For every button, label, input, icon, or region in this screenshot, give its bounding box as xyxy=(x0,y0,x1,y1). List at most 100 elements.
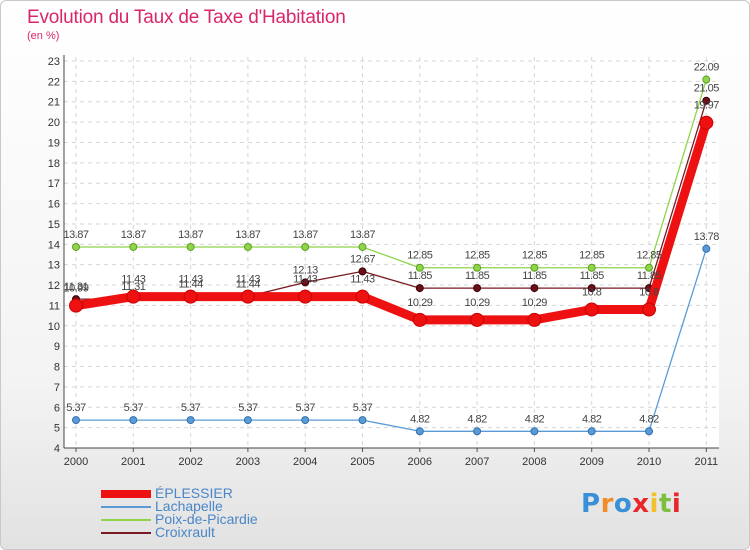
y-tick-label: 22 xyxy=(48,76,60,88)
data-label-lachapelle: 4.82 xyxy=(525,413,545,425)
legend-label-croixrault: Croixrault xyxy=(155,524,215,540)
series-line-poix-de-picardie xyxy=(75,78,707,269)
data-point-poix-de-picardie xyxy=(186,242,195,251)
plot-area xyxy=(64,57,719,448)
data-point-lachapelle xyxy=(301,416,310,425)
data-label-croixrault: 11.31 xyxy=(64,281,89,293)
x-tick-label: 2004 xyxy=(293,456,317,468)
legend-swatch-poix-de-picardie xyxy=(101,519,151,521)
legend: ÉPLESSIER Lachapelle Poix-de-Picardie Cr… xyxy=(101,485,341,540)
data-label-croixrault: 12.67 xyxy=(350,253,375,265)
y-tick-label: 16 xyxy=(48,199,60,211)
data-point-poix-de-picardie xyxy=(358,242,367,251)
data-point-croixrault xyxy=(530,284,539,293)
data-point-lachapelle xyxy=(587,427,596,436)
logo-letter: t xyxy=(658,489,672,519)
data-label-poix-de-picardie: 13.87 xyxy=(350,229,375,241)
data-point-lachapelle xyxy=(473,427,482,436)
data-point-poix-de-picardie xyxy=(645,263,653,272)
data-point-plessier xyxy=(699,115,714,130)
y-tick-label: 19 xyxy=(48,137,60,149)
data-point-croixrault xyxy=(415,284,424,293)
data-point-poix-de-picardie xyxy=(530,263,539,272)
data-label-poix-de-picardie: 13.87 xyxy=(63,229,88,241)
data-label-plessier: 10.8 xyxy=(639,286,659,298)
data-label-poix-de-picardie: 12.85 xyxy=(636,250,661,262)
logo-letter: x xyxy=(632,489,650,519)
data-point-poix-de-picardie xyxy=(301,242,310,251)
x-tick-label: 2010 xyxy=(637,456,661,468)
data-point-plessier xyxy=(642,302,656,317)
y-tick-label: 8 xyxy=(54,362,60,374)
x-tick-label: 2007 xyxy=(465,456,489,468)
data-point-lachapelle xyxy=(129,416,138,425)
data-label-poix-de-picardie: 22.09 xyxy=(694,62,719,74)
data-point-plessier xyxy=(126,289,141,304)
x-tick-label: 2001 xyxy=(121,456,145,468)
legend-item-lachapelle: Lachapelle xyxy=(101,498,341,514)
data-point-lachapelle xyxy=(358,416,367,425)
data-label-croixrault: 11.31 xyxy=(121,281,146,293)
data-label-croixrault: 11.44 xyxy=(178,278,203,290)
y-tick-label: 17 xyxy=(48,178,60,190)
data-label-plessier: 10.29 xyxy=(522,297,547,309)
logo-letter: i xyxy=(649,489,659,519)
y-tick-label: 21 xyxy=(48,97,60,109)
data-point-poix-de-picardie xyxy=(587,263,596,272)
data-point-poix-de-picardie xyxy=(702,75,711,84)
data-label-poix-de-picardie: 13.87 xyxy=(235,229,260,241)
x-tick-label: 2009 xyxy=(579,456,603,468)
data-label-lachapelle: 5.37 xyxy=(353,402,373,414)
data-label-plessier: 10.99 xyxy=(63,283,88,295)
y-tick-label: 13 xyxy=(48,260,60,272)
data-label-lachapelle: 5.37 xyxy=(181,402,201,414)
data-point-plessier xyxy=(470,312,485,327)
data-label-poix-de-picardie: 13.87 xyxy=(178,229,203,241)
x-tick-label: 2005 xyxy=(350,456,374,468)
data-label-plessier: 11.43 xyxy=(121,274,146,286)
data-label-croixrault: 12.13 xyxy=(293,264,318,276)
legend-swatch-lachapelle xyxy=(101,506,151,508)
data-point-poix-de-picardie xyxy=(473,263,482,272)
data-label-poix-de-picardie: 12.85 xyxy=(465,250,490,262)
data-point-croixrault xyxy=(358,267,367,276)
data-point-lachapelle xyxy=(72,416,80,425)
x-tick-label: 2002 xyxy=(178,456,202,468)
y-tick-label: 6 xyxy=(54,402,60,414)
x-tick-label: 2003 xyxy=(236,456,260,468)
data-point-plessier xyxy=(355,289,370,304)
data-label-lachapelle: 5.37 xyxy=(66,402,86,414)
data-label-croixrault: 11.85 xyxy=(637,270,662,282)
legend-label-eplessier: ÉPLESSIER xyxy=(155,485,233,501)
data-point-plessier xyxy=(298,289,313,304)
legend-swatch-croixrault xyxy=(101,532,151,534)
data-point-plessier xyxy=(240,289,255,304)
data-label-lachapelle: 5.37 xyxy=(238,402,258,414)
data-label-plessier: 11.43 xyxy=(236,274,261,286)
y-tick-label: 15 xyxy=(48,219,60,231)
proxiti-logo: Proxiti xyxy=(581,489,681,519)
legend-item-eplessier: ÉPLESSIER xyxy=(101,485,341,501)
y-tick-label: 11 xyxy=(49,300,60,312)
logo-letter: i xyxy=(671,489,682,519)
data-label-lachapelle: 13.78 xyxy=(694,231,719,243)
data-label-lachapelle: 5.37 xyxy=(124,402,144,414)
data-label-croixrault: 11.44 xyxy=(236,278,261,290)
y-tick-label: 23 xyxy=(48,56,60,68)
data-label-lachapelle: 4.82 xyxy=(467,413,487,425)
data-label-plessier: 10.8 xyxy=(582,286,602,298)
data-point-plessier xyxy=(183,289,198,304)
data-label-lachapelle: 4.82 xyxy=(410,413,430,425)
data-point-croixrault xyxy=(702,96,711,105)
data-label-croixrault: 11.85 xyxy=(522,270,547,282)
chart-title: Evolution du Taux de Taxe d'Habitation xyxy=(27,7,346,28)
data-point-plessier xyxy=(412,312,427,327)
legend-item-poix-de-picardie: Poix-de-Picardie xyxy=(101,511,341,527)
data-point-poix-de-picardie xyxy=(129,242,138,251)
x-tick-label: 2011 xyxy=(694,456,718,468)
data-label-croixrault: 21.05 xyxy=(694,83,719,95)
y-tick-label: 20 xyxy=(48,117,60,129)
data-point-lachapelle xyxy=(243,416,252,425)
